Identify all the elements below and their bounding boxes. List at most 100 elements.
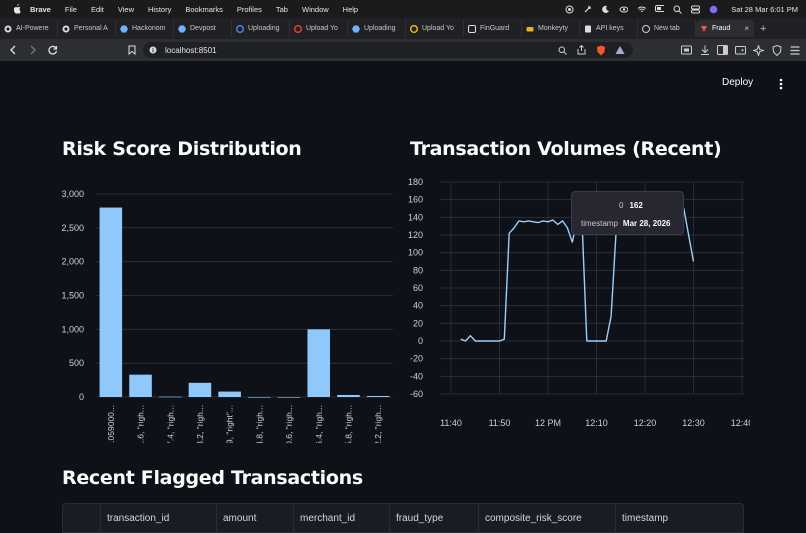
y-tick-label: -60 (410, 389, 423, 399)
y-tick-label: 0 (79, 392, 84, 402)
sidebar-icon[interactable] (717, 45, 728, 56)
menu-file[interactable]: File (64, 4, 77, 14)
menu-window[interactable]: Window (301, 4, 329, 14)
siri-icon[interactable] (709, 5, 718, 14)
record-icon[interactable] (565, 5, 574, 14)
column-header[interactable]: fraud_type (390, 504, 479, 532)
apple-logo-icon[interactable] (10, 4, 22, 14)
column-header[interactable]: amount (217, 504, 294, 532)
tab-label: Devpost (190, 25, 216, 32)
browser-tab[interactable]: Hackonom (116, 20, 174, 37)
y-tick-label: 160 (408, 195, 423, 205)
streamlit-icon (700, 25, 708, 33)
api-icon (584, 25, 592, 33)
bar (366, 395, 390, 397)
x-tick-label: 12:40 (731, 418, 750, 428)
bar (218, 391, 241, 397)
y-tick-label: 500 (69, 358, 84, 368)
browser-tab[interactable]: Uploading (232, 20, 290, 37)
y-tick-label: 2,000 (61, 257, 84, 267)
deploy-button[interactable]: Deploy (722, 77, 754, 88)
tooltip-series-value: 162 (629, 201, 643, 210)
browser-tab-active[interactable]: Fraud × (696, 20, 754, 37)
menu-view[interactable]: View (117, 4, 135, 14)
bar (307, 329, 331, 397)
search-icon[interactable] (673, 5, 683, 14)
menu-clock[interactable]: Sat 28 Mar 6:01 PM (731, 4, 798, 14)
wifi-icon[interactable] (637, 5, 647, 14)
zoom-icon[interactable] (557, 45, 568, 56)
x-tick-label: 12:30 (682, 418, 705, 428)
menu-bookmarks[interactable]: Bookmarks (185, 4, 223, 14)
y-tick-label: 120 (408, 230, 423, 240)
url-text: localhost:8501 (165, 45, 217, 55)
new-tab-button[interactable]: + (760, 22, 767, 35)
main-menu-icon[interactable] (776, 77, 786, 91)
tab-label: New tab (654, 25, 680, 32)
browser-tab[interactable]: Devpost (174, 20, 232, 37)
control-center-icon[interactable] (691, 5, 701, 14)
menu-tab[interactable]: Tab (275, 4, 288, 14)
tab-label: Upload Yo (306, 25, 338, 32)
browser-tab-strip: AI-Powere Personal A Hackonom Devpost Up… (0, 18, 806, 39)
browser-toolbar: localhost:8501 (0, 39, 806, 61)
y-tick-label: 3,000 (61, 189, 84, 199)
address-bar[interactable]: localhost:8501 (143, 42, 633, 58)
brave-icon (642, 24, 650, 33)
browser-tab[interactable]: AI-Powere (0, 20, 58, 37)
menu-help[interactable]: Help (342, 4, 359, 14)
site-info-icon[interactable] (149, 46, 157, 54)
column-header[interactable]: composite_risk_score (479, 504, 616, 532)
browser-tab[interactable]: Upload Yo (406, 20, 464, 37)
column-header[interactable]: transaction_id (101, 504, 217, 532)
y-tick-label: 0 (418, 336, 423, 346)
menu-edit[interactable]: Edit (90, 4, 104, 14)
browser-tab[interactable]: New tab (638, 20, 696, 37)
share-icon[interactable] (576, 45, 587, 56)
browser-tab[interactable]: Uploading (348, 20, 406, 37)
github-icon (62, 25, 70, 33)
github-icon (4, 25, 12, 33)
wallet-icon[interactable] (735, 45, 746, 56)
flagged-transactions-title: Recent Flagged Transactions (62, 467, 363, 489)
eye-icon[interactable] (619, 5, 629, 14)
index-column-header[interactable] (63, 504, 101, 532)
leo-ai-icon[interactable] (753, 44, 764, 56)
keyboard-icon (526, 25, 534, 33)
menu-profiles[interactable]: Profiles (236, 4, 262, 14)
menu-icon[interactable] (789, 45, 800, 56)
reload-icon[interactable] (46, 43, 60, 57)
menu-history[interactable]: History (148, 4, 172, 14)
column-header[interactable]: merchant_id (294, 504, 390, 532)
column-header[interactable]: timestamp (622, 513, 669, 524)
brave-shields-icon[interactable] (595, 45, 606, 56)
browser-tab[interactable]: API keys (580, 20, 638, 37)
google-icon (410, 24, 418, 33)
browser-tab[interactable]: FinGuard (464, 20, 522, 37)
battery-icon[interactable] (655, 5, 665, 14)
back-icon[interactable] (6, 43, 20, 57)
brave-rewards-icon[interactable] (614, 45, 625, 56)
moon-icon[interactable] (601, 5, 610, 14)
download-icon[interactable] (699, 45, 710, 56)
y-tick-label: 2,500 (61, 223, 84, 233)
vpn-icon[interactable] (771, 44, 782, 56)
browser-tab[interactable]: Upload Yo (290, 20, 348, 37)
risk-score-bar-chart[interactable]: 0 500 1,000 1,500 2,000 2,500 3,000 {"left": -0… (50, 183, 400, 443)
screenshot-icon[interactable] (681, 45, 692, 56)
tab-label: Hackonom (132, 25, 166, 32)
y-tick-label: 100 (408, 248, 423, 258)
browser-tab[interactable]: Personal A (58, 20, 116, 37)
x-tick-label: {"left": 11.6, "righ... (136, 405, 146, 443)
forward-icon[interactable] (26, 43, 40, 57)
devpost-icon (352, 25, 360, 33)
bookmark-icon[interactable] (126, 43, 138, 57)
bar (188, 382, 212, 397)
close-tab-icon[interactable]: × (744, 24, 749, 33)
y-tick-label: 180 (408, 177, 423, 187)
x-tick-label: {"left": 29, "right"... (225, 405, 235, 443)
browser-tab[interactable]: Monkeyty (522, 20, 580, 37)
menu-brave[interactable]: Brave (30, 4, 51, 14)
bar (99, 207, 123, 397)
rocket-icon[interactable] (583, 5, 592, 14)
